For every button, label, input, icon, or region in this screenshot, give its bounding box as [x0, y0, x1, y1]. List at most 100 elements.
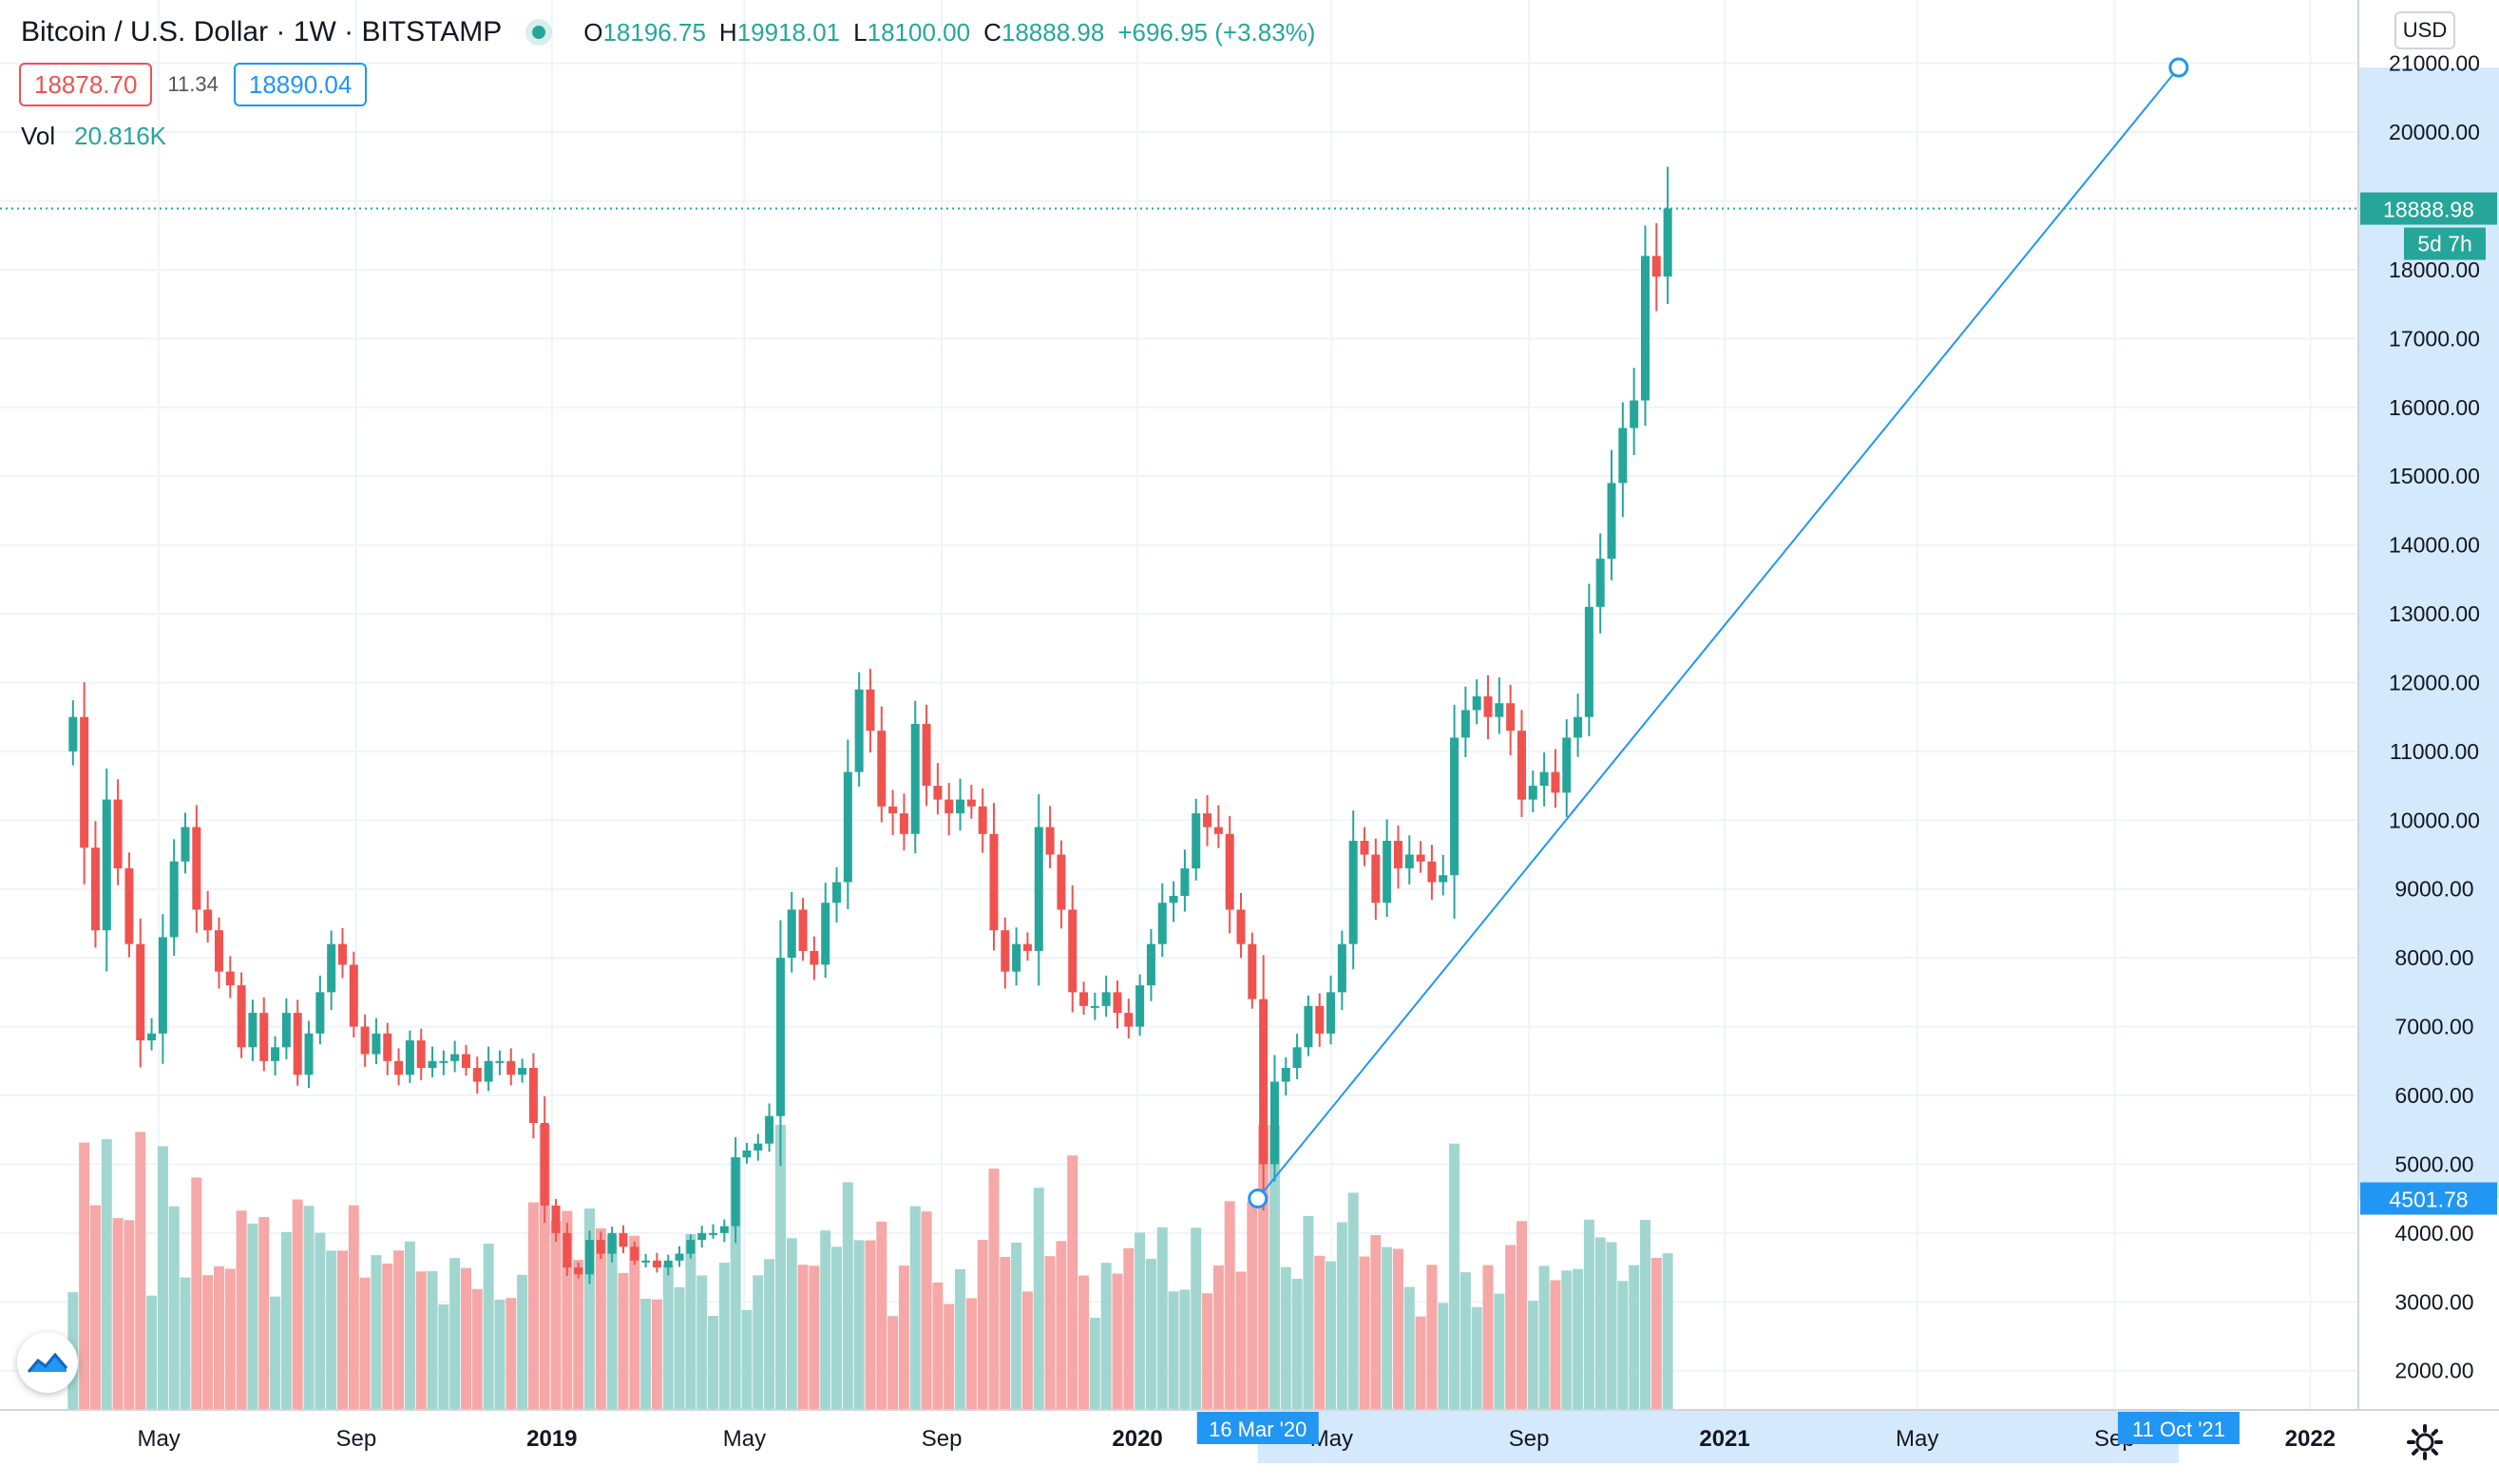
candle[interactable]	[1439, 875, 1448, 883]
candle[interactable]	[630, 1246, 639, 1261]
candle[interactable]	[237, 985, 246, 1048]
candle[interactable]	[360, 1026, 370, 1055]
candle[interactable]	[1034, 827, 1043, 951]
candle[interactable]	[1248, 943, 1257, 999]
candle[interactable]	[754, 1143, 763, 1151]
candle[interactable]	[1360, 841, 1369, 855]
candle[interactable]	[394, 1060, 404, 1075]
candle[interactable]	[259, 1013, 269, 1061]
candle[interactable]	[574, 1267, 583, 1275]
candle[interactable]	[1304, 1005, 1313, 1048]
candle[interactable]	[192, 827, 201, 910]
candle[interactable]	[1022, 943, 1032, 951]
candle[interactable]	[1383, 841, 1392, 904]
candle[interactable]	[1157, 903, 1167, 944]
candle[interactable]	[90, 847, 100, 931]
gear-icon[interactable]	[2404, 1421, 2446, 1463]
candle[interactable]	[372, 1033, 381, 1055]
candle[interactable]	[1045, 827, 1055, 855]
candles[interactable]	[68, 166, 1672, 1284]
candle[interactable]	[978, 806, 987, 834]
candle[interactable]	[214, 930, 223, 972]
tradingview-logo-icon[interactable]	[17, 1332, 78, 1393]
candle[interactable]	[203, 909, 213, 931]
candle[interactable]	[1551, 771, 1560, 793]
candle[interactable]	[68, 716, 78, 752]
candle[interactable]	[225, 971, 235, 986]
candle[interactable]	[304, 1033, 314, 1075]
candle[interactable]	[293, 1013, 302, 1075]
candle[interactable]	[888, 806, 898, 814]
candle[interactable]	[416, 1040, 426, 1069]
candle[interactable]	[1180, 868, 1190, 896]
candle[interactable]	[315, 992, 325, 1034]
candle[interactable]	[563, 1232, 572, 1268]
candle[interactable]	[910, 723, 920, 834]
candle[interactable]	[540, 1122, 549, 1206]
candle[interactable]	[1630, 400, 1639, 428]
candle[interactable]	[1460, 710, 1470, 738]
candle[interactable]	[596, 1240, 605, 1254]
candle[interactable]	[798, 909, 808, 951]
trendline-segment[interactable]	[1256, 67, 2180, 1200]
candle[interactable]	[124, 868, 134, 944]
candle[interactable]	[641, 1260, 651, 1263]
candle[interactable]	[1607, 483, 1616, 560]
candle[interactable]	[80, 716, 89, 848]
candle[interactable]	[271, 1047, 280, 1061]
volume-legend[interactable]: Vol 20.816K	[21, 122, 166, 151]
candle[interactable]	[484, 1060, 493, 1082]
candle[interactable]	[495, 1060, 505, 1063]
candle[interactable]	[1595, 559, 1605, 607]
candle[interactable]	[102, 799, 111, 931]
candle[interactable]	[821, 903, 830, 965]
candle[interactable]	[506, 1060, 516, 1075]
currency-button[interactable]: USD	[2394, 11, 2455, 49]
candle[interactable]	[877, 731, 887, 807]
candle[interactable]	[1079, 992, 1089, 1006]
candle[interactable]	[551, 1205, 561, 1233]
candle[interactable]	[1068, 909, 1078, 993]
candle[interactable]	[1269, 1081, 1279, 1165]
candle[interactable]	[349, 964, 358, 1027]
candle[interactable]	[731, 1157, 740, 1227]
candle[interactable]	[1012, 943, 1021, 972]
candle[interactable]	[158, 937, 167, 1034]
candle[interactable]	[518, 1068, 527, 1075]
candle[interactable]	[461, 1054, 470, 1069]
candle[interactable]	[1259, 999, 1269, 1165]
candle[interactable]	[1169, 895, 1178, 904]
candle[interactable]	[1203, 813, 1212, 828]
candle[interactable]	[1090, 1005, 1099, 1008]
candle[interactable]	[775, 958, 785, 1116]
candle[interactable]	[899, 813, 908, 834]
trendline[interactable]	[1248, 57, 2189, 1209]
candle[interactable]	[765, 1115, 774, 1144]
candle[interactable]	[663, 1260, 673, 1268]
trendline-end-handle[interactable]	[2168, 57, 2189, 78]
candle[interactable]	[383, 1033, 392, 1061]
candle[interactable]	[1101, 992, 1111, 1006]
candle[interactable]	[1337, 943, 1346, 993]
candle[interactable]	[1663, 208, 1672, 277]
candle[interactable]	[956, 799, 965, 814]
candle[interactable]	[1472, 695, 1481, 711]
candle[interactable]	[281, 1013, 291, 1048]
candle[interactable]	[1427, 861, 1437, 883]
candle[interactable]	[428, 1060, 437, 1069]
candle[interactable]	[1113, 992, 1122, 1014]
candle[interactable]	[450, 1054, 460, 1061]
candle[interactable]	[787, 909, 796, 959]
candle[interactable]	[1236, 909, 1246, 944]
candle[interactable]	[686, 1240, 696, 1254]
candle[interactable]	[1483, 695, 1493, 717]
candle[interactable]	[1562, 737, 1572, 793]
price-axis[interactable]: 2000.00 3000.00 4000.00 5000.00 6000.00 7000.…	[2357, 0, 2499, 1410]
buy-button[interactable]: 18890.04	[233, 63, 368, 106]
candle[interactable]	[1404, 854, 1414, 869]
candle[interactable]	[1640, 256, 1650, 401]
candle[interactable]	[1528, 786, 1537, 800]
candle[interactable]	[843, 771, 852, 883]
interval[interactable]: 1W	[293, 16, 336, 48]
